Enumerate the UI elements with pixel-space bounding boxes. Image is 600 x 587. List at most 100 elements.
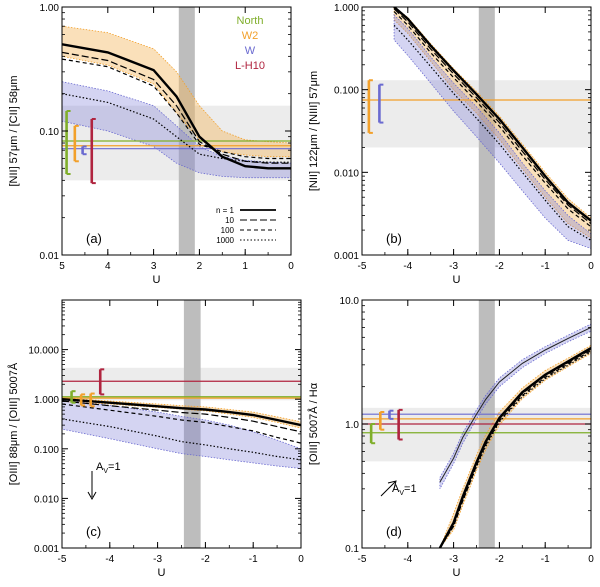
legend-region: North: [237, 15, 264, 27]
u-range-band: [178, 7, 195, 255]
legend-region: W2: [242, 30, 259, 42]
error-bar-l-h10: [397, 408, 403, 441]
panel-label: (d): [386, 524, 402, 539]
x-tick-label: 0: [588, 261, 594, 272]
legend-density-label: n = 1: [216, 206, 235, 215]
y-tick-label: 0.010: [334, 168, 359, 179]
y-tick-label: 1.000: [34, 395, 59, 406]
arrow-label: A: [392, 483, 400, 495]
error-bar-north: [70, 390, 76, 404]
panel-label: (a): [86, 231, 102, 246]
u-range-band: [183, 300, 201, 548]
y-axis-label: [NII] 57μm / [CII] 58μm: [8, 75, 20, 186]
model-line-density: [62, 398, 301, 427]
model-line-density: [62, 51, 291, 164]
model-band-w: [393, 14, 591, 249]
model-band-w: [62, 399, 301, 469]
x-tick-label: -5: [358, 261, 367, 272]
model-line-density: [393, 8, 591, 225]
error-bar-w2: [89, 392, 95, 408]
x-tick-label: -1: [541, 554, 550, 565]
model-band-w: [439, 323, 591, 489]
model-band-w2: [439, 344, 591, 548]
x-tick-label: -4: [105, 554, 114, 565]
plot-area: [362, 7, 591, 255]
x-tick-label: -5: [58, 554, 67, 565]
x-axis-label: U: [153, 274, 161, 286]
model-line-density: [62, 58, 291, 160]
x-tick-label: 0: [588, 554, 594, 565]
x-tick-label: -2: [201, 554, 210, 565]
error-bar-w2: [73, 124, 79, 163]
panel-b: -5 -4 -3 -2 -1 0 1.000 0.100 0.010 0.001 U [NII] 12…: [308, 3, 594, 286]
model-line-density: [393, 7, 591, 222]
x-tick-label: -4: [403, 261, 412, 272]
y-axis-label: [OIII] 88μm / [OIII] 5007Å: [7, 362, 20, 485]
y-tick-label: 0.1: [345, 544, 359, 555]
model-line-density: [439, 351, 591, 548]
observed-range-band: [362, 407, 591, 462]
panel-label: (b): [386, 231, 402, 246]
x-tick-label: -3: [449, 261, 458, 272]
legend-density-label: 10: [225, 216, 234, 225]
legend-region: W: [245, 45, 256, 57]
y-tick-label: 0.100: [34, 445, 59, 456]
model-line-density: [439, 348, 591, 548]
x-tick-label: -4: [403, 554, 412, 565]
x-axis-label: U: [453, 567, 461, 579]
x-tick-label: -2: [495, 554, 504, 565]
svg-text:AV=1: AV=1: [96, 461, 121, 475]
y-tick-label: 0.100: [334, 86, 359, 97]
y-tick-label: 10.000: [28, 346, 59, 357]
plot-area: [62, 7, 291, 255]
y-tick-label: 0.001: [34, 544, 59, 555]
panel-a: 5 4 3 2 1 01.000.100.01U[NII] 57μm / [CII] 58…: [8, 3, 294, 286]
error-bar-w: [81, 145, 87, 156]
model-line-density: [62, 403, 301, 444]
y-tick-label: 0.10: [40, 127, 60, 138]
x-tick-label: -3: [449, 554, 458, 565]
model-line-density: [62, 400, 301, 433]
y-tick-label: 1.0: [345, 420, 359, 431]
x-tick-label: -2: [495, 261, 504, 272]
model-line-density: [393, 11, 591, 228]
legend-region: L-H10: [235, 60, 265, 72]
x-tick-label: 4: [105, 261, 111, 272]
model-line-density: [62, 93, 291, 163]
model-band-w2: [62, 25, 291, 158]
arrow-value: =1: [404, 483, 417, 495]
y-tick-label: 1.000: [334, 3, 359, 14]
error-bar-w2: [379, 410, 385, 431]
extinction-arrow: AV=1: [87, 461, 121, 501]
error-bar-l-h10: [90, 117, 96, 185]
error-bar-w2: [367, 79, 373, 134]
x-axis-label: U: [158, 567, 166, 579]
y-axis-label: [OIII] 5007Å / Hα: [307, 382, 320, 465]
panel-d: -5 -4 -3 -2 -1 0 10.0 1.0 0.1 U [OIII] 5007Å / Hα (…: [307, 296, 594, 579]
error-bar-w2: [79, 393, 86, 407]
error-bar-north: [369, 423, 376, 445]
arrow-label: A: [96, 461, 104, 473]
y-tick-label: 0.010: [34, 494, 59, 505]
y-tick-label: 10.0: [340, 296, 360, 307]
error-bar-w: [378, 83, 384, 124]
model-line-density: [62, 43, 291, 170]
x-tick-label: 0: [298, 554, 304, 565]
x-tick-label: 5: [59, 261, 65, 272]
x-tick-label: -1: [541, 261, 550, 272]
error-bar-north: [65, 109, 71, 176]
x-tick-label: 0: [288, 261, 294, 272]
observed-range-band: [62, 367, 301, 401]
x-tick-label: -3: [153, 554, 162, 565]
model-band-w2: [393, 7, 591, 239]
svg-text:AV=1: AV=1: [392, 483, 417, 497]
x-tick-label: -1: [249, 554, 258, 565]
panel-c: -5 -4 -3 -2 -1 0 10.000 1.000 0.100 0.010 0.001 U [O…: [7, 299, 304, 579]
extinction-arrow: AV=1: [380, 480, 417, 497]
plot-area: [362, 300, 591, 548]
model-line-density: [439, 350, 591, 548]
error-bar-l-h10: [98, 368, 105, 396]
y-tick-label: 0.001: [334, 251, 359, 262]
panel-label: (c): [86, 524, 101, 539]
